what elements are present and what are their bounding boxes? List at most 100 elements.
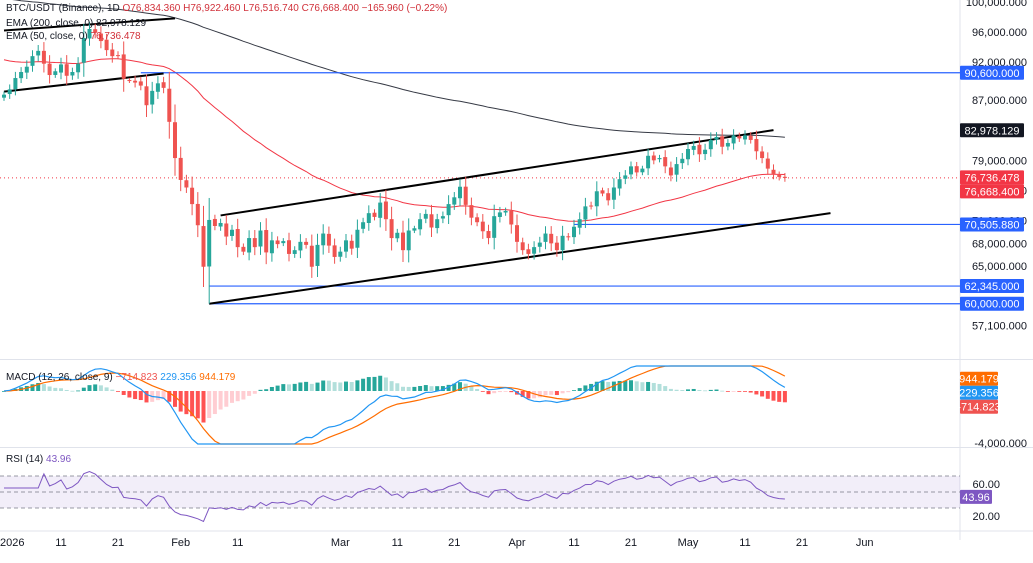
candles xyxy=(2,21,787,304)
candle-body xyxy=(252,238,257,248)
candle-body xyxy=(389,219,394,239)
trendline xyxy=(220,129,774,217)
time-tick-label: 11 xyxy=(568,537,579,549)
macd-histogram-bar xyxy=(680,390,685,391)
price-badge-level-bg xyxy=(960,279,1024,294)
trendlines[interactable] xyxy=(3,17,831,305)
horizontal-levels[interactable] xyxy=(140,72,960,305)
candle-body xyxy=(395,232,400,239)
price-axis[interactable]: 100,000.00096,000.00092,000.00087,000.00… xyxy=(966,0,1027,523)
macd-histogram-bar xyxy=(315,382,320,391)
macd-histogram-bar xyxy=(634,381,639,391)
candle xyxy=(76,57,81,79)
candle xyxy=(543,226,548,250)
candle xyxy=(155,76,160,99)
macd-histogram-bar xyxy=(275,385,280,391)
candle-body xyxy=(623,175,628,179)
macd-histogram-bar xyxy=(224,391,229,407)
candle xyxy=(435,213,440,234)
candle-body xyxy=(344,240,348,252)
candle-body xyxy=(98,33,103,42)
macd-histogram-bar xyxy=(349,382,354,391)
candle-body xyxy=(93,29,98,33)
candle-body xyxy=(748,135,753,140)
candle xyxy=(87,21,92,46)
macd-legend[interactable]: MACD (12, 26, close, 9) −714.823 229.356… xyxy=(6,372,235,383)
candle xyxy=(748,132,753,144)
candle xyxy=(686,143,690,166)
grid xyxy=(0,0,1033,540)
macd-histogram-bar xyxy=(691,388,696,391)
candle-body xyxy=(697,144,702,155)
price-tick-label: 65,000.000 xyxy=(972,261,1027,273)
macd-histogram-bar xyxy=(640,382,645,391)
candle-body xyxy=(24,66,29,73)
macd-histogram-bar xyxy=(708,389,713,391)
macd-histogram-bar xyxy=(703,390,708,392)
candle-body xyxy=(281,241,286,244)
candle-body xyxy=(30,56,35,66)
candle xyxy=(218,218,223,231)
macd-histogram-bar xyxy=(287,384,291,391)
candle-body xyxy=(218,222,223,227)
candle-body xyxy=(309,245,314,267)
candle xyxy=(93,23,98,39)
macd-histogram-bar xyxy=(264,389,269,391)
price-badge-ema50: 76,736.478 xyxy=(964,172,1019,184)
macd-histogram-bar xyxy=(281,384,286,391)
candle-body xyxy=(549,233,554,244)
candle-body xyxy=(782,176,787,178)
candle xyxy=(452,192,457,210)
symbol-legend[interactable]: BTC/USDT (Binance), 1D O76,834.360 H76,9… xyxy=(6,3,447,14)
candle-body xyxy=(383,201,388,220)
candle xyxy=(178,146,183,192)
rsi-pane xyxy=(4,470,785,523)
candle xyxy=(138,76,143,91)
macd-histogram-bar xyxy=(64,389,69,391)
macd-histogram-bar xyxy=(458,382,462,391)
macd-line xyxy=(3,365,786,445)
rsi-legend[interactable]: RSI (14) 43.96 xyxy=(6,454,71,465)
candle xyxy=(281,238,286,247)
candle-body xyxy=(651,155,656,161)
candle-body xyxy=(338,251,343,257)
candle-body xyxy=(161,82,166,88)
candle xyxy=(589,201,594,210)
candle-body xyxy=(663,157,668,167)
candle-body xyxy=(497,212,502,217)
candle xyxy=(446,195,451,224)
macd-histogram-bar xyxy=(532,391,537,399)
candle-body xyxy=(184,180,189,188)
candle-body xyxy=(429,214,434,228)
candle xyxy=(572,219,576,245)
rsi-tick-label: 20.00 xyxy=(972,511,1000,523)
candle xyxy=(708,132,713,157)
candle xyxy=(355,219,360,258)
candle-body xyxy=(247,238,252,253)
candle xyxy=(269,231,274,262)
candle xyxy=(782,172,787,182)
candle-body xyxy=(76,63,81,73)
macd-histogram-bar xyxy=(173,391,177,407)
macd-histogram-bar xyxy=(41,384,46,391)
price-badge-level-bg xyxy=(960,217,1024,232)
symbol-title[interactable]: BTC/USDT (Binance), 1D xyxy=(6,3,120,14)
candle xyxy=(691,140,696,156)
candle-body xyxy=(241,246,246,252)
candle xyxy=(600,187,605,197)
time-tick-label: 11 xyxy=(392,537,403,549)
candle-body xyxy=(378,202,383,218)
ema200-legend[interactable]: EMA (200, close, 0) 82,978.129 xyxy=(6,18,146,29)
candle xyxy=(440,211,445,224)
candle-body xyxy=(121,54,126,79)
candle-body xyxy=(36,50,41,56)
time-axis[interactable]: 2026 11 21 Feb 11 Mar 11 21 Apr 11 21 May 11 21 Jun xyxy=(0,537,874,549)
candle xyxy=(583,197,588,229)
ema50-legend[interactable]: EMA (50, close, 0) 76,736.478 xyxy=(6,31,141,42)
price-tick-label: 68,000.000 xyxy=(972,238,1027,250)
candle xyxy=(537,236,542,253)
macd-badge-signal-bg xyxy=(960,371,998,386)
candle-body xyxy=(703,149,708,155)
price-pane-bg xyxy=(0,0,960,358)
